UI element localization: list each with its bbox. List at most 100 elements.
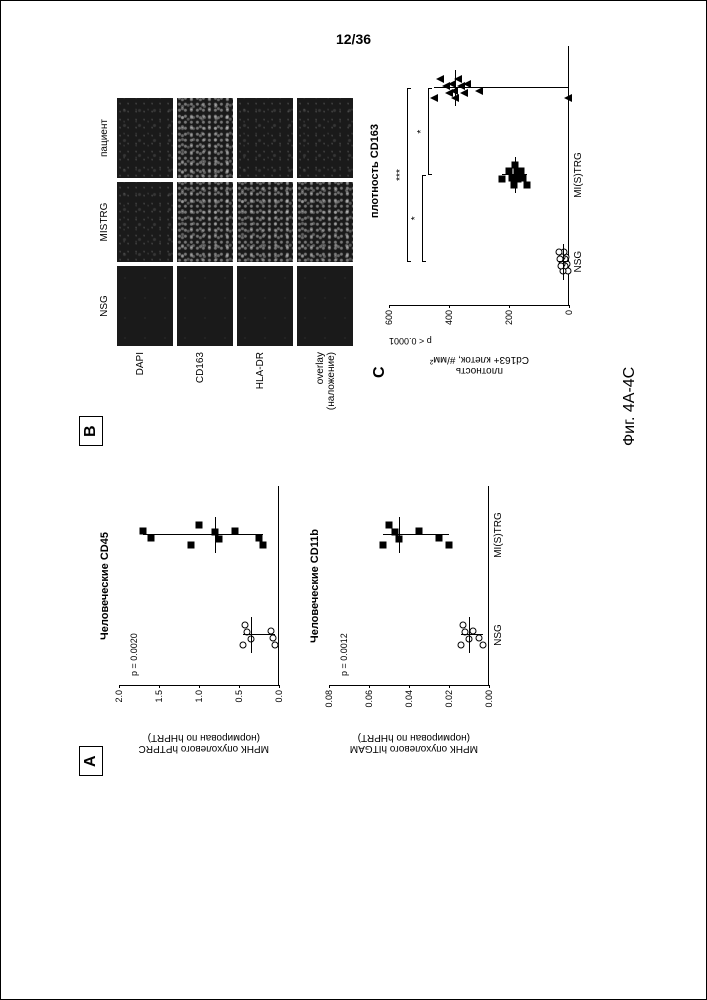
significance-bar (422, 175, 426, 262)
microscopy-image-cell (237, 182, 293, 262)
panel-b-row-label: HLA-DR (255, 352, 266, 426)
y-tick-label: 0.00 (484, 690, 494, 708)
y-tick (449, 305, 450, 308)
y-tick (409, 685, 410, 688)
x-group-label: MI(S)TRG (573, 152, 584, 198)
data-point (385, 522, 392, 529)
chart-cd163-ylabel: плотность Cd163+ клеток, #/мм² (399, 354, 559, 376)
panel-a-label: А (79, 746, 103, 776)
y-tick-label: 0.06 (364, 690, 374, 708)
panel-b-row-label: DAPI (135, 352, 146, 426)
microscopy-image-cell (297, 98, 353, 178)
data-point (239, 641, 246, 648)
data-point (435, 534, 442, 541)
error-bar (143, 534, 263, 535)
microscopy-image-cell (237, 266, 293, 346)
data-point (195, 522, 202, 529)
median-line (455, 70, 456, 106)
data-point (459, 622, 466, 629)
data-point (555, 248, 562, 255)
data-point (498, 176, 505, 183)
significance-bar (428, 88, 432, 175)
data-point (187, 541, 194, 548)
y-tick (449, 685, 450, 688)
y-tick-label: 400 (444, 310, 454, 325)
median-line (215, 517, 216, 553)
microscopy-image-cell (117, 98, 173, 178)
x-group-label: NSG (573, 251, 584, 273)
microscopy-image-cell (237, 98, 293, 178)
x-group-label: MI(S)TRG (493, 512, 504, 558)
microscopy-image-cell (177, 182, 233, 262)
y-tick-label: 200 (504, 310, 514, 325)
chart-cd11b-ylabel: МРНК опухолевого hITGAM (нормирован по h… (339, 732, 489, 754)
median-line (251, 617, 252, 653)
data-point (508, 174, 515, 181)
y-tick (369, 685, 370, 688)
panel-b-row-label: CD163 (195, 352, 206, 426)
figure-caption: Фиг. 4A-4C (621, 367, 639, 446)
y-tick-label: 0.04 (404, 690, 414, 708)
y-tick (239, 685, 240, 688)
chart-cd45-ylabel: МРНК опухолевого hPTPRC (нормирован по h… (129, 732, 279, 754)
y-tick-label: 0.5 (234, 690, 244, 703)
chart-cd11b-plot: 0.000.020.040.060.08NSGMI(S)TRG (329, 486, 489, 686)
chart-cd163-title: плотность CD163 (369, 36, 381, 306)
microscopy-image-cell (117, 266, 173, 346)
median-line (399, 517, 400, 553)
figure-container: А Человеческие CD45 МРНК опухолевого hPT… (79, 0, 629, 776)
y-tick-label: 600 (384, 310, 394, 325)
y-tick-label: 2.0 (114, 690, 124, 703)
median-line (563, 244, 564, 280)
data-point (445, 89, 453, 97)
data-point (436, 75, 444, 83)
data-point (457, 641, 464, 648)
significance-text: * (416, 130, 427, 134)
data-point (523, 181, 530, 188)
median-line (515, 157, 516, 193)
significance-text: *** (395, 169, 406, 181)
y-tick-label: 0 (564, 310, 574, 315)
data-point (479, 641, 486, 648)
y-tick-label: 0.02 (444, 690, 454, 708)
y-tick-label: 1.0 (194, 690, 204, 703)
microscopy-image-cell (297, 182, 353, 262)
y-tick (389, 305, 390, 308)
error-bar (461, 634, 483, 635)
data-point (241, 622, 248, 629)
microscopy-image-cell (297, 266, 353, 346)
data-point (442, 82, 450, 90)
data-point (271, 641, 278, 648)
error-bar (383, 534, 449, 535)
y-tick (119, 685, 120, 688)
y-tick (569, 305, 570, 308)
microscopy-image-cell (177, 266, 233, 346)
y-tick (509, 305, 510, 308)
chart-cd163-pvalue: p < 0.0001 (389, 336, 432, 346)
panel-b-column-label: MISTRG (99, 182, 110, 262)
error-bar (558, 261, 567, 262)
chart-cd11b-title: Человеческие CD11b (309, 486, 321, 686)
y-tick-label: 1.5 (154, 690, 164, 703)
y-tick (279, 685, 280, 688)
microscopy-image-cell (117, 182, 173, 262)
chart-cd163-plot: 0200400600NSGMI(S)TRG***** (389, 46, 569, 306)
data-point (215, 536, 222, 543)
chart-cd45: Человеческие CD45 МРНК опухолевого hPTPR… (99, 486, 299, 746)
y-tick (199, 685, 200, 688)
y-tick (159, 685, 160, 688)
chart-cd45-plot: 0.00.51.01.52.0 (119, 486, 279, 686)
data-point (460, 89, 468, 97)
data-point (457, 82, 465, 90)
significance-bar (407, 88, 411, 261)
data-point (379, 541, 386, 548)
y-tick-label: 0.0 (274, 690, 284, 703)
error-bar (501, 174, 527, 175)
median-line (469, 617, 470, 653)
data-point (563, 94, 571, 102)
y-tick-label: 0.08 (324, 690, 334, 708)
significance-text: * (410, 216, 421, 220)
chart-cd11b: Человеческие CD11b МРНК опухолевого hITG… (309, 486, 529, 746)
data-point (269, 634, 276, 641)
x-group-label: NSG (493, 624, 504, 646)
